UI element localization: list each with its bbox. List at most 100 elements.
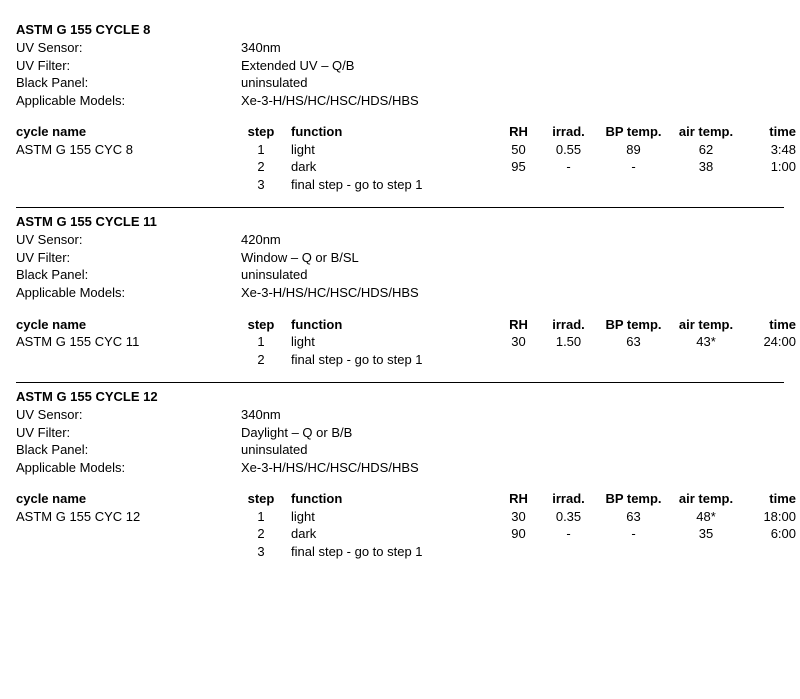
cell-irrad <box>541 176 596 194</box>
table-header: cycle namestepfunctionRHirrad.BP temp.ai… <box>16 316 784 334</box>
cell-step: 3 <box>241 543 281 561</box>
col-irrad: irrad. <box>541 123 596 141</box>
table-header: cycle namestepfunctionRHirrad.BP temp.ai… <box>16 490 784 508</box>
col-bp-temp: BP temp. <box>596 490 671 508</box>
cell-cycle-name: ASTM G 155 CYC 8 <box>16 141 241 159</box>
cell-rh <box>496 543 541 561</box>
cell-irrad: - <box>541 525 596 543</box>
cell-bp-temp: - <box>596 158 671 176</box>
meta-value: 340nm <box>241 406 281 424</box>
meta-label: UV Sensor: <box>16 231 241 249</box>
col-time: time <box>741 490 796 508</box>
col-cycle-name: cycle name <box>16 490 241 508</box>
cell-time <box>741 351 796 369</box>
col-cycle-name: cycle name <box>16 123 241 141</box>
meta-value: Daylight – Q or B/B <box>241 424 352 442</box>
meta-row: Applicable Models:Xe-3-H/HS/HC/HSC/HDS/H… <box>16 284 784 302</box>
table-row: 2final step - go to step 1 <box>16 351 784 369</box>
table-row: ASTM G 155 CYC 81light500.5589623:48 <box>16 141 784 159</box>
steps-table: cycle namestepfunctionRHirrad.BP temp.ai… <box>16 316 784 369</box>
col-rh: RH <box>496 490 541 508</box>
col-air-temp: air temp. <box>671 316 741 334</box>
col-step: step <box>241 316 281 334</box>
cell-irrad: 0.35 <box>541 508 596 526</box>
cell-rh: 30 <box>496 333 541 351</box>
col-function: function <box>281 123 496 141</box>
meta-value: uninsulated <box>241 74 308 92</box>
cell-time <box>741 543 796 561</box>
col-function: function <box>281 316 496 334</box>
cell-rh <box>496 351 541 369</box>
section-title: ASTM G 155 CYCLE 8 <box>16 22 784 37</box>
cell-step: 3 <box>241 176 281 194</box>
table-row: 3final step - go to step 1 <box>16 176 784 194</box>
meta-value: Extended UV – Q/B <box>241 57 354 75</box>
meta-label: Black Panel: <box>16 74 241 92</box>
meta-value: Xe-3-H/HS/HC/HSC/HDS/HBS <box>241 459 419 477</box>
cell-air-temp <box>671 543 741 561</box>
cell-step: 1 <box>241 508 281 526</box>
table-header: cycle namestepfunctionRHirrad.BP temp.ai… <box>16 123 784 141</box>
cell-cycle-name: ASTM G 155 CYC 12 <box>16 508 241 526</box>
col-step: step <box>241 490 281 508</box>
meta-value: 340nm <box>241 39 281 57</box>
cycle-section: ASTM G 155 CYCLE 12UV Sensor:340nmUV Fil… <box>16 383 784 574</box>
col-bp-temp: BP temp. <box>596 123 671 141</box>
cell-bp-temp <box>596 543 671 561</box>
meta-value: Window – Q or B/SL <box>241 249 359 267</box>
col-air-temp: air temp. <box>671 123 741 141</box>
cell-air-temp: 43* <box>671 333 741 351</box>
meta-value: uninsulated <box>241 441 308 459</box>
cell-rh: 50 <box>496 141 541 159</box>
meta-label: Black Panel: <box>16 266 241 284</box>
cell-function: light <box>281 508 496 526</box>
cell-bp-temp: 63 <box>596 508 671 526</box>
cell-air-temp <box>671 176 741 194</box>
cell-irrad: 1.50 <box>541 333 596 351</box>
cycle-section: ASTM G 155 CYCLE 11UV Sensor:420nmUV Fil… <box>16 208 784 382</box>
col-bp-temp: BP temp. <box>596 316 671 334</box>
col-function: function <box>281 490 496 508</box>
cell-step: 2 <box>241 525 281 543</box>
meta-label: UV Sensor: <box>16 39 241 57</box>
cell-function: dark <box>281 158 496 176</box>
cell-time: 1:00 <box>741 158 796 176</box>
meta-value: Xe-3-H/HS/HC/HSC/HDS/HBS <box>241 284 419 302</box>
col-irrad: irrad. <box>541 316 596 334</box>
cell-time <box>741 176 796 194</box>
cell-function: final step - go to step 1 <box>281 351 496 369</box>
cell-step: 2 <box>241 158 281 176</box>
cell-air-temp: 62 <box>671 141 741 159</box>
meta-label: Applicable Models: <box>16 92 241 110</box>
meta-value: uninsulated <box>241 266 308 284</box>
cell-irrad <box>541 543 596 561</box>
meta-row: UV Filter:Daylight – Q or B/B <box>16 424 784 442</box>
col-air-temp: air temp. <box>671 490 741 508</box>
cell-rh <box>496 176 541 194</box>
cycle-section: ASTM G 155 CYCLE 8 UV Sensor:340nmUV Filt… <box>16 16 784 207</box>
meta-row: Applicable Models:Xe-3-H/HS/HC/HSC/HDS/H… <box>16 92 784 110</box>
meta-label: Applicable Models: <box>16 284 241 302</box>
cell-step: 2 <box>241 351 281 369</box>
steps-table: cycle namestepfunctionRHirrad.BP temp.ai… <box>16 123 784 193</box>
cell-irrad: - <box>541 158 596 176</box>
cell-step: 1 <box>241 333 281 351</box>
meta-row: Applicable Models:Xe-3-H/HS/HC/HSC/HDS/H… <box>16 459 784 477</box>
col-time: time <box>741 123 796 141</box>
meta-label: UV Filter: <box>16 424 241 442</box>
cell-air-temp <box>671 351 741 369</box>
cell-bp-temp <box>596 176 671 194</box>
col-rh: RH <box>496 123 541 141</box>
meta-label: UV Filter: <box>16 249 241 267</box>
col-time: time <box>741 316 796 334</box>
cell-time: 3:48 <box>741 141 796 159</box>
cell-cycle-name <box>16 525 241 543</box>
cell-bp-temp: 89 <box>596 141 671 159</box>
cell-step: 1 <box>241 141 281 159</box>
meta-label: Black Panel: <box>16 441 241 459</box>
cell-function: final step - go to step 1 <box>281 543 496 561</box>
meta-label: UV Filter: <box>16 57 241 75</box>
cell-function: final step - go to step 1 <box>281 176 496 194</box>
meta-row: UV Sensor:340nm <box>16 406 784 424</box>
cell-cycle-name <box>16 351 241 369</box>
